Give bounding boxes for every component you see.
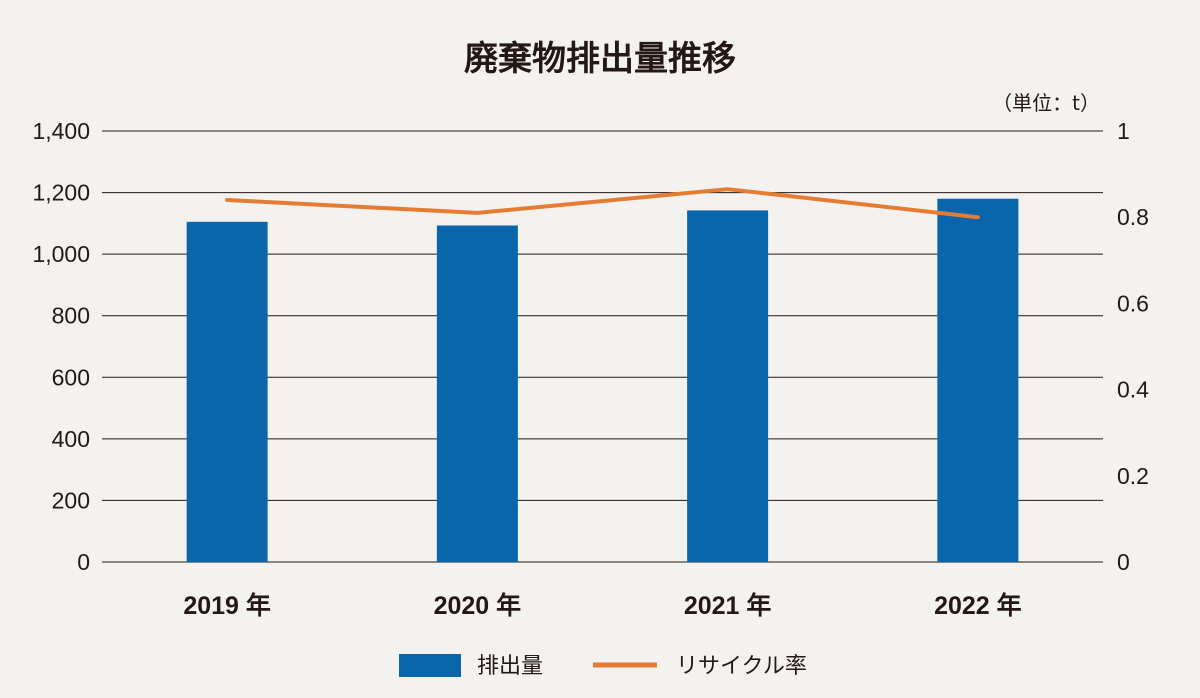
bar-4 — [937, 198, 1019, 562]
category-labels: 2019 年 2020 年 2021 年 2022 年 — [183, 591, 1021, 620]
right-axis-tick-label: 0.4 — [1117, 377, 1149, 403]
left-axis-tick-label: 1,400 — [32, 118, 90, 144]
right-axis-tick-label: 0.6 — [1117, 290, 1149, 316]
right-axis-tick-label: 0 — [1117, 549, 1130, 575]
category-label: 2020 年 — [434, 591, 522, 620]
bars — [186, 198, 1019, 563]
left-axis-tick-label: 800 — [52, 303, 90, 329]
left-axis-tick-label: 400 — [52, 426, 90, 452]
bar-3 — [687, 210, 769, 563]
left-axis-tick-label: 1,000 — [32, 241, 90, 267]
unit-label: （単位：t） — [992, 91, 1100, 115]
left-axis-ticks: 0 200 400 600 800 1,000 1,200 1,400 — [32, 118, 90, 575]
legend: 排出量 リサイクル率 — [399, 654, 807, 679]
category-label: 2019 年 — [183, 591, 271, 620]
category-label: 2022 年 — [934, 591, 1022, 620]
left-axis-tick-label: 0 — [77, 549, 90, 575]
legend-line-label: リサイクル率 — [676, 654, 807, 679]
chart-title: 廃棄物排出量推移 — [464, 39, 736, 79]
legend-bar-swatch — [399, 654, 461, 677]
left-axis-tick-label: 200 — [52, 487, 90, 513]
gridlines — [102, 130, 1103, 563]
category-label: 2021 年 — [684, 591, 772, 620]
right-axis-tick-label: 0.8 — [1117, 204, 1149, 230]
right-axis-tick-label: 0.2 — [1117, 463, 1149, 489]
left-axis-tick-label: 600 — [52, 364, 90, 390]
right-axis-tick-label: 1 — [1117, 118, 1130, 144]
recycle-rate-line — [225, 187, 980, 220]
legend-bar-label: 排出量 — [477, 654, 543, 679]
right-axis-ticks: 0 0.2 0.4 0.6 0.8 1 — [1117, 118, 1149, 575]
bar-2 — [436, 225, 518, 562]
bar-1 — [186, 221, 268, 562]
left-axis-tick-label: 1,200 — [32, 180, 90, 206]
recycle-rate-line-layer — [225, 187, 980, 220]
